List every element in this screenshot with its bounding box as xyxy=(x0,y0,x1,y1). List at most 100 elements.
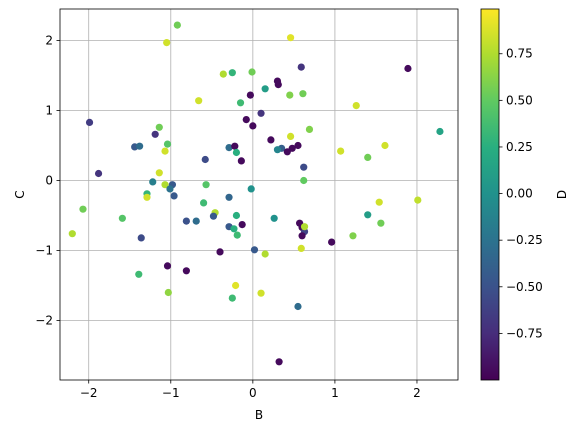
colorbar-ticks: 0.75 0.50 0.25 0.00 −0.25 −0.50 −0.75 xyxy=(499,47,543,340)
data-point xyxy=(364,211,372,219)
data-point xyxy=(270,214,278,222)
data-point xyxy=(404,64,412,73)
data-point xyxy=(192,217,200,225)
data-point xyxy=(225,144,233,152)
data-point xyxy=(228,294,236,302)
data-point xyxy=(216,248,224,256)
data-point xyxy=(155,123,163,131)
plot-frame xyxy=(59,8,459,381)
data-point xyxy=(161,181,169,189)
data-point xyxy=(231,142,239,150)
data-point xyxy=(381,141,389,150)
data-point xyxy=(283,148,291,156)
data-point xyxy=(232,148,241,157)
data-point xyxy=(286,34,295,42)
data-point xyxy=(246,91,254,99)
colorbar-tick-label: −0.75 xyxy=(506,326,543,340)
data-point xyxy=(286,132,295,140)
data-point xyxy=(136,142,144,150)
x-tick-label: −2 xyxy=(80,386,98,400)
data-point xyxy=(236,99,245,107)
data-point xyxy=(200,199,208,207)
data-point xyxy=(298,232,306,240)
data-point xyxy=(143,193,151,201)
data-point xyxy=(299,90,307,98)
data-point xyxy=(375,198,383,206)
axes: −2 −1 0 1 2 −2 −1 0 1 2 xyxy=(35,34,420,401)
data-point xyxy=(286,91,294,99)
data-point xyxy=(233,231,241,239)
y-tick-label: −1 xyxy=(35,244,53,258)
x-tick-label: 2 xyxy=(413,386,421,400)
colorbar xyxy=(480,8,500,381)
data-point xyxy=(352,102,360,110)
data-point xyxy=(297,63,305,71)
data-point xyxy=(170,192,178,200)
colorbar-tick-label: 0.50 xyxy=(506,93,533,107)
data-point xyxy=(267,136,275,144)
data-point xyxy=(294,302,302,311)
data-point xyxy=(163,140,172,148)
data-point xyxy=(274,81,282,89)
data-point xyxy=(68,230,76,238)
x-tick-label: 0 xyxy=(249,386,257,400)
data-point xyxy=(173,21,181,29)
data-point xyxy=(232,281,240,290)
data-point xyxy=(163,39,171,47)
data-point xyxy=(232,211,241,220)
data-point xyxy=(219,70,227,78)
data-point xyxy=(182,267,190,275)
y-tick-label: 1 xyxy=(45,104,53,118)
colorbar-tick-label: 0.75 xyxy=(506,47,533,61)
data-point xyxy=(155,169,163,177)
data-point xyxy=(182,217,190,225)
colorbar-tick-label: −0.25 xyxy=(506,233,543,247)
data-point xyxy=(202,181,210,189)
data-point xyxy=(257,109,265,117)
colorbar-label: D xyxy=(555,190,569,199)
data-point xyxy=(164,288,172,297)
data-point xyxy=(225,193,233,201)
data-point xyxy=(248,68,256,76)
data-point xyxy=(305,125,314,133)
y-tick-label: 0 xyxy=(45,174,53,188)
data-point xyxy=(300,223,309,231)
data-point xyxy=(300,176,308,185)
data-point xyxy=(161,147,169,155)
data-point xyxy=(238,221,246,229)
y-axis-label: C xyxy=(13,190,27,198)
data-point xyxy=(261,85,269,93)
y-tick-label: −2 xyxy=(35,314,53,328)
data-point xyxy=(166,185,174,193)
data-point xyxy=(230,225,238,233)
data-point xyxy=(237,157,245,165)
colorbar-tick-label: 0.00 xyxy=(506,187,533,201)
data-point xyxy=(257,289,265,297)
colorbar-tick-label: −0.50 xyxy=(506,280,543,294)
data-point xyxy=(349,232,357,240)
data-point xyxy=(337,147,345,155)
data-point xyxy=(414,196,422,204)
data-points xyxy=(68,21,444,366)
data-point xyxy=(300,163,308,171)
data-point xyxy=(79,205,87,213)
data-point xyxy=(377,219,385,227)
y-tick-label: 2 xyxy=(45,34,53,48)
data-point xyxy=(135,270,143,278)
data-point xyxy=(294,141,302,150)
data-point xyxy=(195,97,203,105)
data-point xyxy=(118,214,126,222)
data-point xyxy=(151,130,159,138)
data-point xyxy=(275,358,283,366)
x-tick-label: −1 xyxy=(162,386,180,400)
data-point xyxy=(364,153,372,161)
data-point xyxy=(328,238,336,246)
data-point xyxy=(261,250,269,258)
data-point xyxy=(163,262,172,270)
data-point xyxy=(85,118,94,126)
data-point xyxy=(94,169,103,178)
data-point xyxy=(209,212,218,220)
x-axis-label: B xyxy=(255,408,263,422)
data-point xyxy=(273,146,282,154)
